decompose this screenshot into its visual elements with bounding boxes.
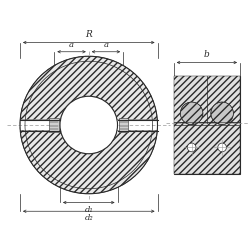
Text: b: b bbox=[204, 50, 210, 59]
Polygon shape bbox=[20, 56, 158, 120]
Bar bbox=[174, 76, 240, 123]
Bar bbox=[174, 123, 240, 174]
Circle shape bbox=[187, 143, 196, 152]
Circle shape bbox=[60, 96, 118, 154]
Text: R: R bbox=[86, 30, 92, 39]
Text: d₁: d₁ bbox=[84, 206, 93, 214]
Circle shape bbox=[211, 102, 233, 124]
Bar bbox=[174, 76, 240, 174]
Bar bbox=[119, 118, 128, 132]
Circle shape bbox=[218, 143, 226, 152]
Text: a: a bbox=[104, 41, 108, 49]
Text: a: a bbox=[69, 41, 74, 49]
Circle shape bbox=[180, 102, 203, 124]
Text: d₂: d₂ bbox=[84, 214, 93, 222]
Polygon shape bbox=[20, 130, 158, 194]
Bar bbox=[49, 118, 59, 132]
